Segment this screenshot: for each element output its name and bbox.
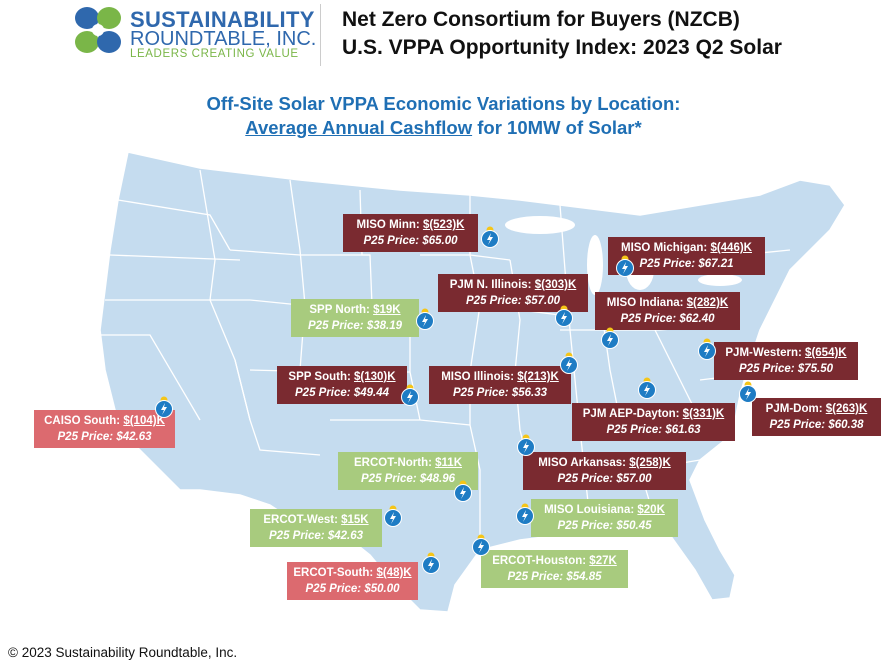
region-value: $(331)K [682,408,725,420]
solar-panel-icon [155,396,173,418]
region-value: $15K [341,514,369,526]
region-value: $(258)K [629,457,671,469]
region-price: P25 Price: $42.63 [269,530,363,542]
region-label-miso-arkansas: MISO Arkansas: $(258)K P25 Price: $57.00 [523,452,686,490]
page-title: Net Zero Consortium for Buyers (NZCB) U.… [342,6,782,62]
region-price: P25 Price: $50.45 [557,520,652,532]
solar-panel-icon [384,505,402,527]
region-value: $(282)K [686,297,729,309]
region-name: PJM-Western: [725,347,802,359]
region-value: $20K [637,504,665,516]
solar-panel-icon [422,552,440,574]
region-price: P25 Price: $61.63 [606,424,701,436]
logo-line-2: ROUNDTABLE, INC. [130,28,317,50]
region-label-ercot-houston: ERCOT-Houston: $27K P25 Price: $54.85 [481,550,628,588]
region-value: $(130)K [354,371,396,383]
solar-panel-icon [472,534,490,556]
region-value: $(303)K [534,279,577,291]
region-price: P25 Price: $60.38 [769,419,864,431]
region-label-miso-louisiana: MISO Louisiana: $20K P25 Price: $50.45 [531,499,678,537]
region-name: MISO Arkansas: [538,457,626,469]
region-value: $(48)K [376,567,412,579]
region-name: MISO Michigan: [620,242,708,254]
region-name: MISO Indiana: [606,297,684,309]
region-name: ERCOT-North: [354,457,432,469]
region-label-pjm-dom: PJM-Dom: $(263)K P25 Price: $60.38 [752,398,881,436]
region-name: MISO Illinois: [441,371,515,383]
region-value: $11K [435,457,462,469]
region-label-ercot-south: ERCOT-South: $(48)K P25 Price: $50.00 [287,562,418,600]
region-name: SPP North: [309,304,370,316]
region-price: P25 Price: $56.33 [453,387,547,399]
region-price: P25 Price: $62.40 [620,313,715,325]
region-price: P25 Price: $42.63 [57,431,152,443]
region-name: MISO Louisiana: [544,504,635,516]
solar-panel-icon [517,434,535,456]
region-value: $(523)K [422,219,465,231]
region-price: P25 Price: $65.00 [363,235,458,247]
region-label-miso-michigan: MISO Michigan: $(446)K P25 Price: $67.21 [608,237,765,275]
logo-tagline: LEADERS CREATING VALUE [130,48,299,60]
region-price: P25 Price: $57.00 [466,295,560,307]
subtitle-line-2: Average Annual Cashflow for 10MW of Sola… [0,116,887,140]
region-name: CAISO South: [44,415,121,427]
region-name: ERCOT-Houston: [492,555,587,567]
region-name: ERCOT-West: [263,514,338,526]
region-label-miso-illinois: MISO Illinois: $(213)K P25 Price: $56.33 [429,366,571,404]
region-value: $19K [373,304,401,316]
region-label-miso-indiana: MISO Indiana: $(282)K P25 Price: $62.40 [595,292,740,330]
region-name: MISO Minn: [356,219,420,231]
subtitle-line-1: Off-Site Solar VPPA Economic Variations … [206,93,681,114]
region-label-pjm-western: PJM-Western: $(654)K P25 Price: $75.50 [714,342,858,380]
solar-panel-icon [454,480,472,502]
region-name: PJM N. Illinois: [449,279,532,291]
region-name: ERCOT-South: [293,567,374,579]
region-price: P25 Price: $54.85 [507,571,602,583]
region-price: P25 Price: $49.44 [295,387,389,399]
region-value: $(654)K [805,347,847,359]
region-name: SPP South: [288,371,351,383]
solar-panel-icon [601,327,619,349]
region-price: P25 Price: $57.00 [557,473,652,485]
region-price: P25 Price: $38.19 [308,320,402,332]
solar-panel-icon [698,338,716,360]
region-value: $(446)K [710,242,752,254]
title-line-2: U.S. VPPA Opportunity Index: 2023 Q2 Sol… [342,36,782,59]
solar-panel-icon [481,226,499,248]
region-value: $(213)K [517,371,559,383]
region-label-ercot-west: ERCOT-West: $15K P25 Price: $42.63 [250,509,382,547]
region-name: PJM AEP-Dayton: [582,408,680,420]
region-label-caiso-south: CAISO South: $(104)K P25 Price: $42.63 [34,410,175,448]
company-logo: SUSTAINABILITY ROUNDTABLE, INC. LEADERS … [72,4,316,60]
region-price: P25 Price: $50.00 [305,583,400,595]
region-price: P25 Price: $48.96 [361,473,455,485]
region-label-miso-minn: MISO Minn: $(523)K P25 Price: $65.00 [343,214,478,252]
region-label-pjm-aep-dayton: PJM AEP-Dayton: $(331)K P25 Price: $61.6… [572,403,735,441]
map-subtitle: Off-Site Solar VPPA Economic Variations … [0,92,887,140]
solar-panel-icon [416,308,434,330]
solar-panel-icon [401,384,419,406]
region-name: PJM-Dom: [765,403,823,415]
solar-panel-icon [516,503,534,525]
region-label-spp-north: SPP North: $19K P25 Price: $38.19 [291,299,419,337]
copyright-footer: © 2023 Sustainability Roundtable, Inc. [8,645,238,660]
region-value: $(104)K [123,415,165,427]
region-label-ercot-north: ERCOT-North: $11K P25 Price: $48.96 [338,452,478,490]
region-price: P25 Price: $67.21 [639,258,734,270]
region-price: P25 Price: $75.50 [739,363,833,375]
logo-line-1: SUSTAINABILITY [130,7,315,32]
header-divider [320,4,321,66]
region-value: $27K [589,555,617,567]
logo-mark-icon [75,7,121,53]
subtitle-underlined: Average Annual Cashflow [245,117,473,138]
subtitle-rest: for 10MW of Solar* [472,117,642,138]
solar-panel-icon [560,352,578,374]
solar-panel-icon [616,255,634,277]
solar-panel-icon [555,305,573,327]
solar-panel-icon [638,377,656,399]
title-line-1: Net Zero Consortium for Buyers (NZCB) [342,8,740,31]
region-label-spp-south: SPP South: $(130)K P25 Price: $49.44 [277,366,407,404]
solar-panel-icon [739,381,757,403]
region-value: $(263)K [825,403,868,415]
